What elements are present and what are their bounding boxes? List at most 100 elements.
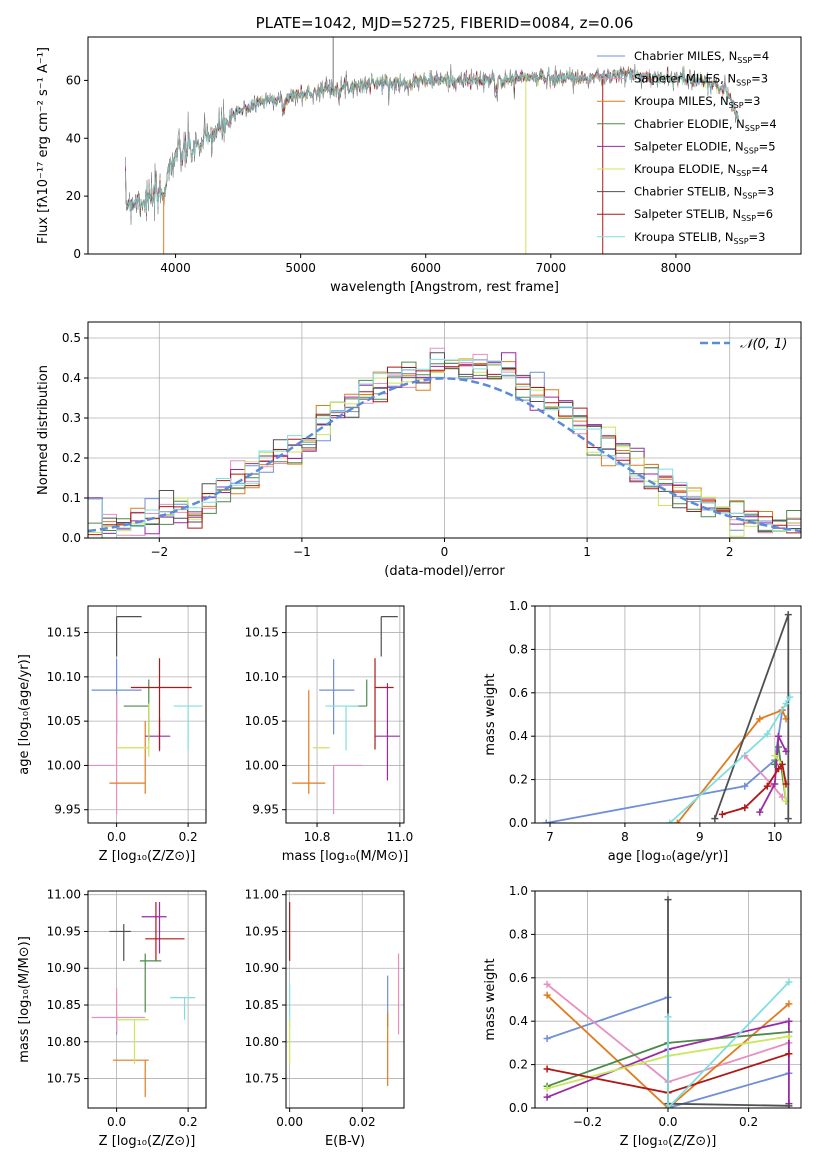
weight-line — [759, 732, 787, 813]
legend-text: Salpeter STELIB, N — [634, 207, 741, 221]
errorbar-chab_stelib — [116, 616, 142, 657]
x-tick-label: 1 — [583, 545, 591, 559]
x-axis-label: Z [log₁₀(Z/Z⊙)] — [99, 1134, 196, 1149]
legend-label-salp_stelib: Salpeter STELIB, NSSP=6 — [634, 207, 773, 223]
y-tick-label: 10.75 — [245, 1072, 279, 1086]
legend-label-krou_miles: Kroupa MILES, NSSP=3 — [634, 94, 760, 110]
y-tick-label: 0.3 — [62, 411, 81, 425]
y-tick-label: 0.8 — [509, 927, 528, 941]
errorbar-salp_miles — [91, 988, 146, 1033]
legend-label-chab_elodie: Chabrier ELODIE, NSSP=4 — [634, 117, 777, 133]
y-tick-label: 0.6 — [509, 686, 528, 700]
legend-text: Kroupa STELIB, N — [634, 230, 734, 244]
legend-text: Chabrier ELODIE, N — [634, 117, 745, 131]
legend-label-krou_elodie: Kroupa ELODIE, NSSP=4 — [634, 162, 768, 178]
weight-marker — [543, 1035, 551, 1043]
y-tick-label: 10.95 — [47, 924, 81, 938]
legend-suffix: =6 — [756, 207, 773, 221]
y-axis-label: age [log₁₀(age/yr)] — [17, 654, 32, 775]
weight-marker — [763, 782, 771, 790]
legend-suffix: =3 — [757, 185, 774, 199]
legend-subscript: SSP — [745, 124, 760, 133]
spectrum-plot-area — [125, 37, 739, 254]
age_vs_mass-plot-area — [292, 616, 400, 815]
legend-label-chab_miles: Chabrier MILES, NSSP=4 — [634, 49, 769, 65]
x-axis-label: E(B-V) — [325, 1134, 365, 1149]
weight_vs_Z-frame-group: −0.2 0.0 0.2 0.0 0.2 0.4 0.6 0.8 1.0 Z [log₁₀(Z/Z… — [483, 884, 802, 1149]
y-tick-label: 10.80 — [245, 1035, 279, 1049]
y-tick-label: 10.85 — [245, 998, 279, 1012]
weight-series-krou_stelib — [666, 693, 794, 823]
x-tick-label: 0.0 — [658, 1115, 677, 1129]
axes-frame — [87, 36, 802, 255]
weight-marker — [543, 991, 551, 999]
weight-marker — [785, 1017, 793, 1025]
x-tick-label: 4000 — [160, 261, 191, 275]
legend-suffix: =4 — [751, 162, 768, 176]
x-axis-label: mass [log₁₀(M/M⊙)] — [282, 849, 409, 864]
x-axis-label: (data-model)/error — [384, 564, 505, 579]
errorbar-krou_miles — [292, 690, 326, 794]
weight-line — [667, 981, 790, 1108]
legend-label-salp_miles: Salpeter MILES, NSSP=3 — [634, 72, 768, 88]
axes-frame — [534, 605, 802, 824]
weight-marker — [741, 782, 749, 790]
y-tick-label: 10.00 — [47, 758, 81, 772]
y-tick-label: 0.4 — [509, 729, 528, 743]
legend-suffix: =3 — [751, 72, 768, 86]
x-tick-label: 2 — [726, 545, 734, 559]
y-tick-label: 1.0 — [509, 599, 528, 613]
weight-line — [669, 696, 791, 823]
weight-series-salp_stelib — [718, 760, 790, 818]
legend-subscript: SSP — [737, 56, 752, 65]
x-axis-label: age [log₁₀(age/yr)] — [608, 849, 729, 864]
errorbar-krou_stelib — [325, 705, 359, 751]
weight-marker — [784, 611, 792, 619]
weight-line — [546, 994, 790, 1108]
y-tick-label: 10.80 — [47, 1035, 81, 1049]
y-tick-label: 1.0 — [509, 884, 528, 898]
y-tick-label: 0.8 — [509, 642, 528, 656]
weight-marker — [543, 1093, 551, 1101]
errorbar-salp_miles — [88, 694, 118, 815]
x-tick-label: 0.0 — [107, 830, 126, 844]
y-tick-label: 10.75 — [47, 1072, 81, 1086]
weight-marker — [771, 752, 779, 760]
legend-subscript: SSP — [729, 101, 744, 110]
x-tick-label: 8000 — [661, 261, 692, 275]
legend-text: Chabrier STELIB, N — [634, 185, 742, 199]
y-tick-label: 10.00 — [245, 758, 279, 772]
weight-marker — [771, 780, 779, 788]
legend-subscript: SSP — [742, 192, 757, 201]
y-axis-label: mass weight — [483, 958, 498, 1040]
y-tick-label: 20 — [66, 189, 81, 203]
y-axis-label: mass weight — [483, 673, 498, 755]
weight-marker — [711, 815, 719, 823]
y-axis-label: mass [log₁₀(M/M⊙)] — [17, 936, 32, 1063]
y-tick-label: 40 — [66, 131, 81, 145]
x-tick-label: 0.2 — [179, 830, 198, 844]
mass_vs_Z-axes: 0.0 0.2 10.75 10.80 10.85 10.90 10.95 11.00 Z [l… — [17, 888, 207, 1149]
mass_vs_ebv-axes: 0.00 0.02 10.75 10.80 10.85 10.90 10.95 11.00 E(… — [245, 888, 405, 1149]
axes-frame — [87, 605, 207, 824]
residuals-frame-group: −2 −1 0 1 2 0.0 0.1 0.2 0.3 0.4 0.5 (data-model)/er… — [36, 321, 802, 579]
weight-marker — [756, 808, 764, 816]
weight_vs_Z-axes: −0.2 0.0 0.2 0.0 0.2 0.4 0.6 0.8 1.0 Z [log₁₀(Z/Z… — [483, 884, 802, 1149]
weight-marker — [775, 765, 783, 773]
legend-suffix: =4 — [760, 117, 777, 131]
x-tick-label: 7 — [546, 830, 554, 844]
x-tick-label: 7000 — [536, 261, 567, 275]
y-tick-label: 10.90 — [47, 961, 81, 975]
legend-suffix: =5 — [759, 139, 776, 153]
histogram-chab_stelib — [88, 352, 801, 538]
errorbar-salp_stelib — [145, 902, 185, 961]
y-tick-label: 11.00 — [245, 888, 279, 902]
weight-marker — [756, 715, 764, 723]
weight_vs_Z-plot-area — [543, 896, 793, 1108]
axes-frame — [285, 890, 405, 1109]
y-axis-label: Normed distribution — [36, 365, 51, 495]
gaussian-curve — [88, 377, 801, 533]
weight-series-krou_stelib — [664, 978, 793, 1108]
y-tick-label: 0.2 — [509, 773, 528, 787]
y-tick-label: 10.15 — [245, 626, 279, 640]
